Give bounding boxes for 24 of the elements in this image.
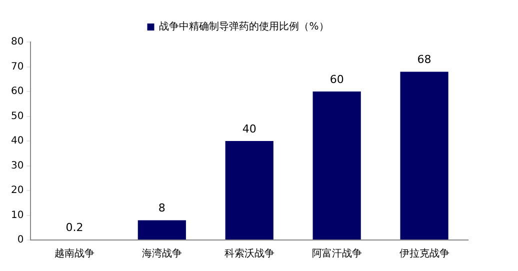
bar [312,92,361,240]
y-tick-label: 60 [10,86,24,98]
data-label: 60 [330,72,344,86]
bar [138,220,186,240]
data-label: 40 [242,122,256,136]
y-tick-label: 10 [10,210,24,221]
y-tick-label: 50 [10,110,24,122]
bar [400,72,448,240]
y-tick-label: 0 [17,234,24,246]
y-tick-label: 80 [10,36,24,48]
x-tick-label: 阿富汗战争 [312,248,362,260]
data-label: 8 [158,202,166,215]
bar [225,141,274,240]
y-tick-label: 70 [10,61,24,72]
x-tick-label: 科索沃战争 [224,248,274,260]
y-tick-label: 30 [10,160,24,172]
data-label: 0.2 [66,220,84,234]
y-tick-label: 20 [10,185,24,196]
x-tick-label: 伊拉克战争 [399,248,450,260]
legend-label: 战争中精确制导弹药的使用比例（%） [159,20,329,33]
x-tick-label: 越南战争 [54,248,94,260]
data-label: 68 [417,53,432,66]
y-tick-label: 40 [10,136,24,147]
x-tick-label: 海湾战争 [142,248,182,260]
